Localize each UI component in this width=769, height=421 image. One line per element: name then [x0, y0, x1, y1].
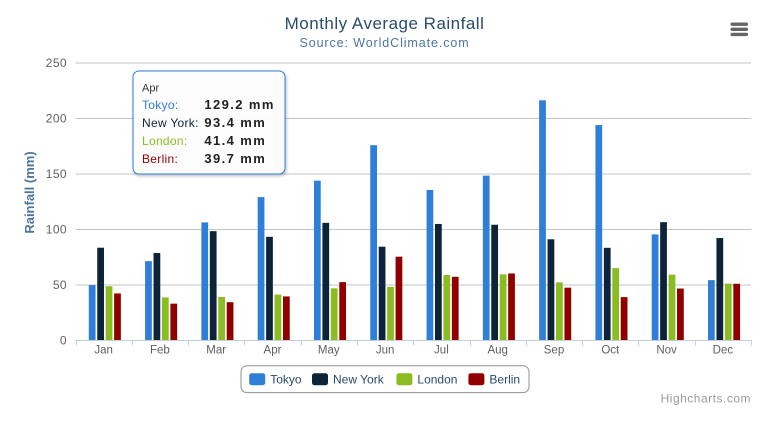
svg-text:Dec: Dec	[713, 345, 734, 357]
svg-text:150: 150	[46, 167, 67, 181]
svg-text:39.7 mm: 39.7 mm	[204, 151, 266, 166]
svg-text:100: 100	[46, 223, 67, 237]
svg-text:Rainfall (mm): Rainfall (mm)	[22, 151, 37, 233]
svg-text:Feb: Feb	[150, 345, 170, 357]
svg-text:200: 200	[46, 112, 67, 126]
svg-text:Jul: Jul	[434, 345, 449, 357]
svg-text:Tokyo: Tokyo	[270, 373, 302, 387]
svg-text:93.4 mm: 93.4 mm	[204, 115, 266, 130]
svg-text:Highcharts.com: Highcharts.com	[661, 392, 751, 406]
svg-text:Monthly Average Rainfall: Monthly Average Rainfall	[285, 14, 485, 33]
svg-text:Aug: Aug	[487, 345, 507, 357]
svg-text:250: 250	[46, 56, 67, 70]
svg-text:New York:: New York:	[142, 116, 199, 130]
svg-text:London: London	[417, 373, 457, 387]
svg-text:May: May	[318, 345, 340, 357]
svg-text:Berlin: Berlin	[489, 373, 520, 387]
svg-text:50: 50	[53, 278, 67, 292]
svg-text:London:: London:	[142, 134, 187, 148]
svg-text:Sep: Sep	[544, 345, 564, 357]
svg-text:Berlin:: Berlin:	[142, 152, 178, 166]
svg-text:129.2 mm: 129.2 mm	[204, 97, 274, 112]
svg-text:Source: WorldClimate.com: Source: WorldClimate.com	[299, 36, 469, 50]
svg-text:Oct: Oct	[601, 345, 620, 357]
svg-text:Tokyo:: Tokyo:	[142, 98, 178, 112]
svg-text:New York: New York	[333, 373, 385, 387]
svg-text:Apr: Apr	[264, 345, 282, 357]
svg-text:0: 0	[60, 334, 67, 348]
svg-text:Mar: Mar	[206, 345, 226, 357]
svg-text:Nov: Nov	[656, 345, 677, 357]
svg-text:Jan: Jan	[94, 345, 113, 357]
svg-text:Jun: Jun	[376, 345, 395, 357]
svg-text:Apr: Apr	[142, 83, 159, 95]
svg-text:41.4 mm: 41.4 mm	[204, 133, 266, 148]
